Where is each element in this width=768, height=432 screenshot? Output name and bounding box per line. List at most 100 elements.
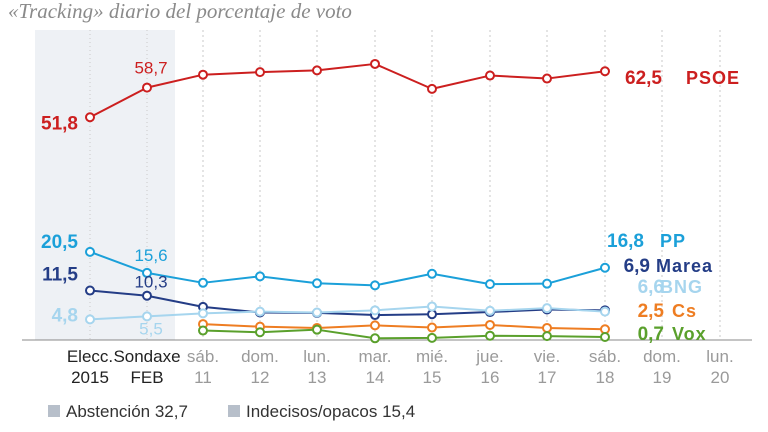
data-point-pp [85,246,95,257]
data-point-pp [198,277,208,288]
series-name-vox: Vox [672,324,707,344]
data-point-bng [255,306,265,317]
x-tick-label: 16 [481,368,500,387]
data-point-bng [198,308,208,319]
data-point-bng [542,303,552,314]
x-tick-label: 17 [538,368,557,387]
data-label-cs: 2,5 [638,301,665,322]
data-point-bng [485,305,495,316]
x-tick-label: mié. [416,347,448,366]
x-tick-label: Elecc. [67,347,113,366]
x-tick-label: 2015 [71,368,109,387]
data-point-vox [542,331,552,342]
series-name-pp: PP [660,231,686,251]
data-point-psoe [600,66,610,77]
x-tick-label: mar. [358,347,391,366]
data-point-bng [142,311,152,322]
data-label-marea: 11,5 [42,265,78,286]
data-point-bng [85,314,95,325]
data-label-marea: 6,9 [624,256,650,277]
x-tick-label: lun. [706,347,733,366]
data-point-psoe [255,67,265,78]
data-point-vox [600,331,610,342]
data-point-pp [485,279,495,290]
x-tick-label: 18 [596,368,615,387]
data-label-pp: 20,5 [41,232,78,253]
data-label-psoe: 58,7 [134,59,167,78]
legend-swatch [48,405,60,417]
data-point-psoe [485,70,495,81]
series-line-pp [89,250,606,287]
data-point-pp [427,268,437,279]
x-tick-label: 13 [308,368,327,387]
data-point-vox [370,333,380,344]
data-point-bng [427,301,437,312]
data-label-pp: 16,8 [607,231,644,252]
data-label-marea: 10,3 [134,273,167,292]
data-label-bng: 6,6 [638,277,664,298]
series-line-bng [89,305,606,321]
data-point-cs [485,319,495,330]
legend-swatch [228,405,240,417]
data-point-bng [312,307,322,318]
data-point-cs [370,320,380,331]
x-tick-label: vie. [534,347,560,366]
series-line-psoe [89,62,606,119]
series-name-bng: BNG [660,277,703,297]
historical-shade [35,30,175,340]
x-tick-label: dom. [643,347,681,366]
x-tick-label: 15 [423,368,442,387]
x-tick-label: sáb. [589,347,621,366]
data-label-pp: 15,6 [134,246,167,265]
x-tick-label: 14 [366,368,385,387]
data-point-pp [142,267,152,278]
data-point-pp [542,278,552,289]
legend-label: Indecisos/opacos 15,4 [246,402,415,421]
x-tick-label: 20 [711,368,730,387]
x-tick-label: 12 [251,368,270,387]
data-point-vox [312,324,322,335]
data-point-cs [427,322,437,333]
data-label-psoe: 51,8 [41,113,78,134]
data-point-psoe [85,112,95,123]
legend-label: Abstención 32,7 [66,402,188,421]
data-point-psoe [542,73,552,84]
data-point-bng [600,306,610,317]
series-line-vox [202,328,606,340]
series-line-cs [202,323,606,331]
data-point-pp [255,271,265,282]
data-point-psoe [427,83,437,94]
data-point-vox [255,327,265,338]
data-point-pp [370,280,380,291]
data-point-marea [142,290,152,301]
series-name-psoe: PSOE [686,68,740,88]
data-point-marea [85,285,95,296]
x-tick-label: 19 [653,368,672,387]
data-label-bng: 4,8 [52,305,78,326]
data-label-bng: 5,5 [139,319,163,338]
series-line-marea [89,289,606,317]
data-point-vox [485,330,495,341]
data-point-pp [312,278,322,289]
data-point-psoe [312,65,322,76]
data-label-psoe: 62,5 [625,68,662,89]
x-tick-label: dom. [241,347,279,366]
x-tick-label: Sondaxe [113,347,180,366]
data-label-vox: 0,7 [638,324,664,345]
x-tick-label: lun. [303,347,330,366]
x-tick-label: jue. [475,347,503,366]
data-point-bng [370,305,380,316]
data-point-cs [542,322,552,333]
chart-title: «Tracking» diario del porcentaje de voto [8,0,352,23]
data-point-psoe [142,82,152,93]
data-point-vox [198,325,208,336]
data-point-psoe [198,69,208,80]
data-point-pp [600,262,610,273]
data-point-vox [427,332,437,343]
series-name-cs: Cs [672,301,697,321]
series-name-marea: Marea [656,256,713,276]
x-tick-label: sáb. [187,347,219,366]
data-point-psoe [370,58,380,69]
x-tick-label: 11 [194,368,212,387]
